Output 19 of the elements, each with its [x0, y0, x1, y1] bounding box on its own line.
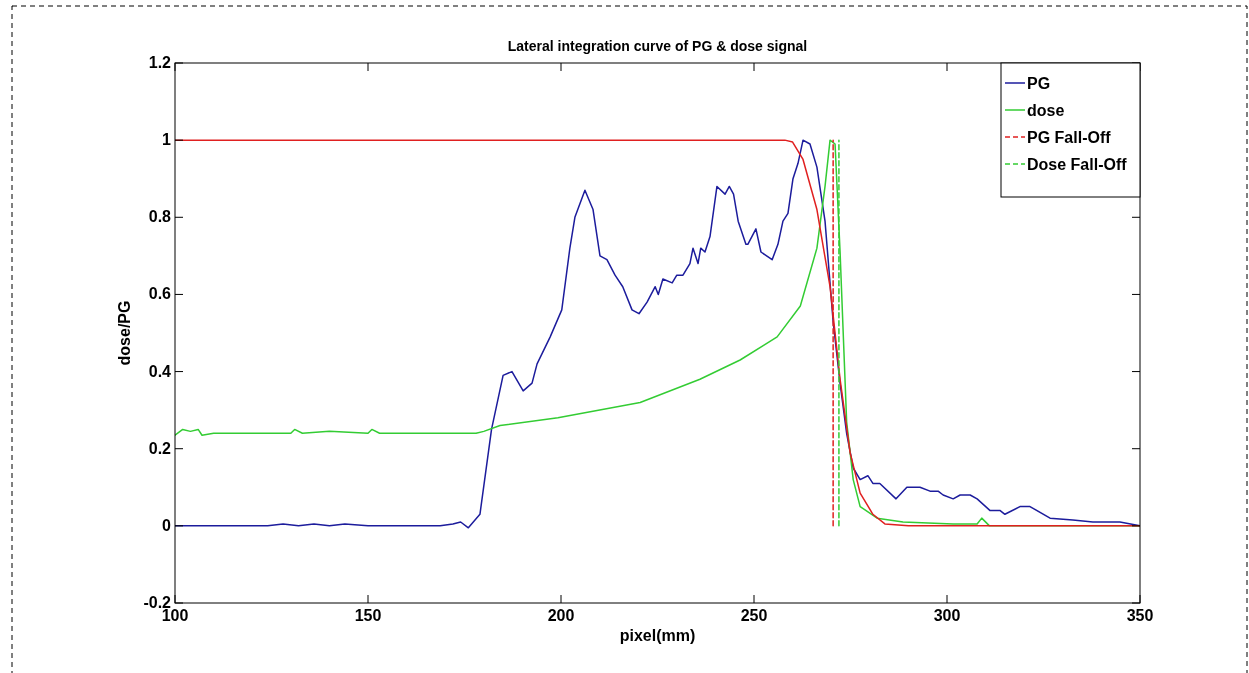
legend-label: Dose Fall-Off	[1027, 156, 1128, 173]
legend-label: PG	[1027, 75, 1051, 92]
y-tick-label: 0.8	[148, 208, 172, 226]
y-tick-label: 1.2	[148, 54, 172, 71]
y-tick-label: 0.2	[148, 439, 172, 457]
legend-label: PG Fall-Off	[1027, 129, 1112, 146]
y-tick-label: 0.4	[148, 362, 172, 380]
x-tick-label: 200	[547, 607, 575, 624]
legend-label: dose	[1027, 102, 1065, 119]
chart-title: Lateral integration curve of PG & dose signal	[507, 38, 808, 54]
x-tick-label: 250	[740, 607, 768, 624]
y-tick-label: 0.6	[148, 285, 172, 303]
y-axis-title: dose/PG	[116, 300, 133, 366]
y-tick-label: 0	[162, 516, 172, 534]
y-tick-label: 1	[162, 131, 172, 149]
x-tick-label: 300	[933, 607, 961, 624]
x-tick-label: 150	[354, 607, 382, 624]
x-axis-title: pixel(mm)	[619, 627, 696, 644]
x-tick-label: 350	[1126, 607, 1154, 624]
